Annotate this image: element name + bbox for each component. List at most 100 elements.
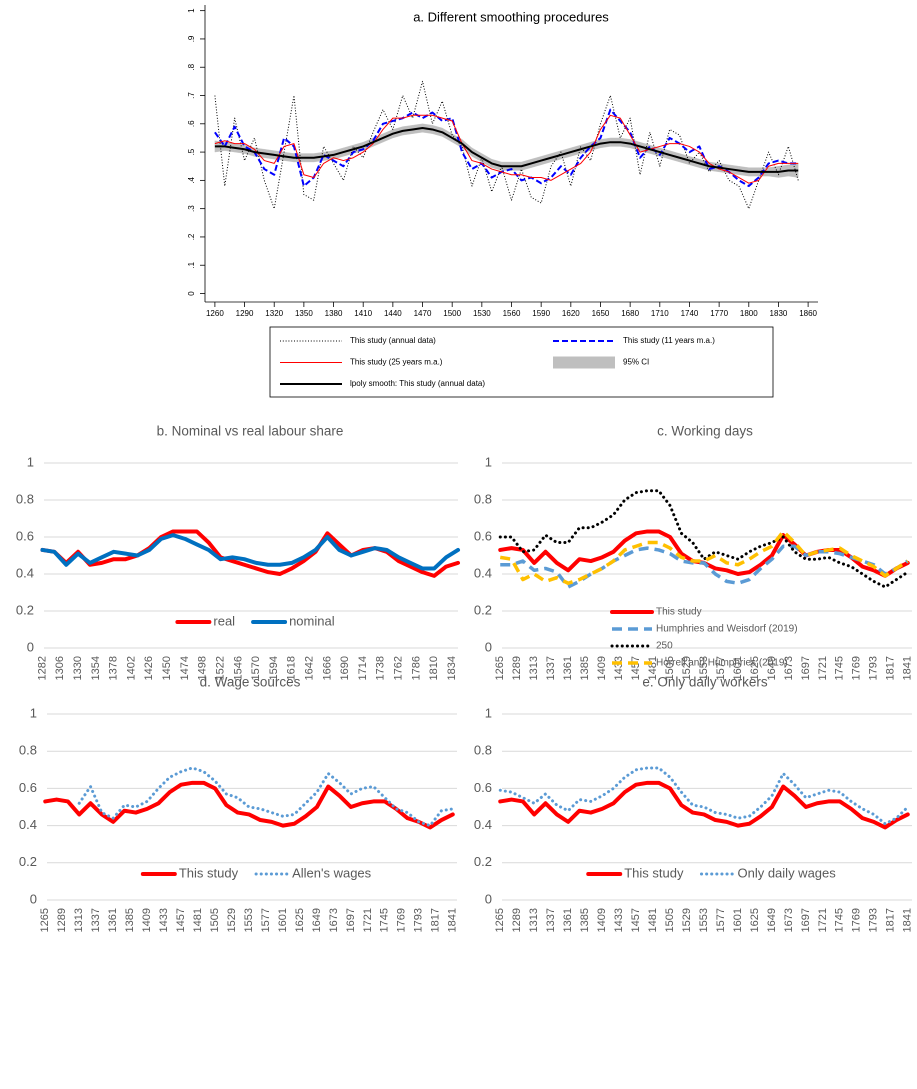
y-tick-label: 0.2: [474, 602, 492, 617]
x-tick-label: 1409: [141, 908, 153, 932]
x-tick-label: 1529: [681, 656, 693, 680]
x-tick-label: 1769: [396, 908, 408, 932]
series-line: [214, 80, 799, 210]
legend-label: This study: [624, 865, 684, 880]
chart-title: c. Working days: [657, 424, 753, 439]
x-tick-label: 1470: [414, 309, 432, 318]
x-tick-label: 1697: [800, 908, 812, 932]
x-tick-label: 1770: [710, 309, 728, 318]
y-tick-label: 0.6: [474, 780, 492, 795]
x-tick-label: 1577: [715, 656, 727, 680]
x-tick-label: 1505: [664, 656, 676, 680]
x-tick-label: 1337: [90, 908, 102, 932]
x-tick-label: 1529: [226, 908, 238, 932]
x-tick-label: 1290: [236, 309, 254, 318]
chart-title: e. Only daily workers: [642, 675, 768, 690]
legend-label: This study (25 years m.a.): [350, 358, 443, 367]
x-tick-label: 1530: [473, 309, 491, 318]
x-tick-label: 1697: [345, 908, 357, 932]
y-tick-label: .7: [187, 92, 196, 99]
series-line: [77, 766, 455, 828]
x-tick-label: 1433: [158, 908, 170, 932]
x-tick-label: 1650: [592, 309, 610, 318]
y-tick-label: 0.8: [19, 743, 37, 758]
x-tick-label: 1553: [698, 656, 710, 680]
x-tick-label: 1260: [206, 309, 224, 318]
y-tick-label: .2: [187, 233, 196, 240]
x-tick-label: 1793: [413, 908, 425, 932]
y-tick-label: 0.6: [16, 528, 34, 543]
x-tick-label: 1680: [621, 309, 639, 318]
x-tick-label: 1330: [72, 656, 84, 680]
x-tick-label: 1762: [393, 656, 405, 680]
series-line: [498, 489, 910, 589]
x-tick-label: 1320: [265, 309, 283, 318]
y-tick-label: .5: [187, 148, 196, 155]
x-tick-label: 1505: [209, 908, 221, 932]
x-tick-label: 1402: [125, 656, 137, 680]
legend-label: 95% CI: [623, 358, 649, 367]
legend-label: Humphries and Weisdorf (2019): [656, 624, 798, 635]
legend-label: lpoly smooth: This study (annual data): [350, 379, 485, 388]
x-tick-label: 1570: [250, 656, 262, 680]
y-tick-label: 0.2: [19, 854, 37, 869]
y-tick-label: 0: [485, 891, 492, 906]
legend-label: This study: [179, 865, 239, 880]
x-tick-label: 1649: [311, 908, 323, 932]
y-tick-label: 0: [187, 291, 196, 296]
legend-swatch: [553, 356, 615, 369]
y-tick-label: 0: [27, 639, 34, 654]
x-tick-label: 1841: [447, 908, 459, 932]
x-tick-label: 1481: [647, 908, 659, 932]
chart-title: d. Wage sources: [200, 675, 301, 690]
x-tick-label: 1450: [161, 656, 173, 680]
x-tick-label: 1410: [354, 309, 372, 318]
x-tick-label: 1282: [36, 656, 48, 680]
x-tick-label: 1361: [562, 908, 574, 932]
x-tick-label: 1601: [732, 656, 744, 680]
y-tick-label: 0: [30, 891, 37, 906]
series-line: [214, 127, 799, 173]
x-tick-label: 1817: [885, 656, 897, 680]
legend-label: Allen's wages: [292, 865, 372, 880]
x-tick-label: 1625: [294, 908, 306, 932]
x-tick-label: 1642: [303, 656, 315, 680]
x-tick-label: 1673: [783, 908, 795, 932]
x-tick-label: 1265: [494, 656, 506, 680]
x-tick-label: 1710: [651, 309, 669, 318]
x-tick-label: 1721: [817, 908, 829, 932]
x-tick-label: 1697: [800, 656, 812, 680]
legend-label: This study (annual data): [350, 336, 436, 345]
y-tick-label: 0.4: [474, 565, 492, 580]
x-tick-label: 1649: [766, 908, 778, 932]
x-tick-label: 1841: [902, 908, 914, 932]
y-tick-label: 1: [485, 454, 492, 469]
y-tick-label: 0: [485, 639, 492, 654]
x-tick-label: 1385: [124, 908, 136, 932]
y-tick-label: 1: [485, 705, 492, 720]
x-tick-label: 1769: [851, 908, 863, 932]
x-tick-label: 1481: [192, 908, 204, 932]
chart: e. Only daily workers 0 0.2 0.4 0.6 0.8 1 1265 1…: [474, 675, 914, 933]
x-tick-label: 1306: [54, 656, 66, 680]
x-tick-label: 1745: [379, 908, 391, 932]
x-tick-label: 1860: [799, 309, 817, 318]
y-tick-label: 1: [187, 8, 196, 13]
x-tick-label: 1498: [197, 656, 209, 680]
series-line: [43, 780, 455, 830]
series-line: [500, 544, 909, 589]
series-line: [498, 766, 910, 826]
x-tick-label: 1385: [579, 656, 591, 680]
x-tick-label: 1440: [384, 309, 402, 318]
x-tick-label: 1673: [783, 656, 795, 680]
y-tick-label: 0.8: [474, 743, 492, 758]
x-tick-label: 1740: [681, 309, 699, 318]
chart: b. Nominal vs real labour share 0 0.2 0.4 0.…: [16, 424, 460, 680]
y-tick-label: 1: [30, 705, 37, 720]
x-tick-label: 1666: [321, 656, 333, 680]
legend-box: [269, 326, 774, 398]
x-tick-label: 1500: [443, 309, 461, 318]
x-tick-label: 1601: [732, 908, 744, 932]
